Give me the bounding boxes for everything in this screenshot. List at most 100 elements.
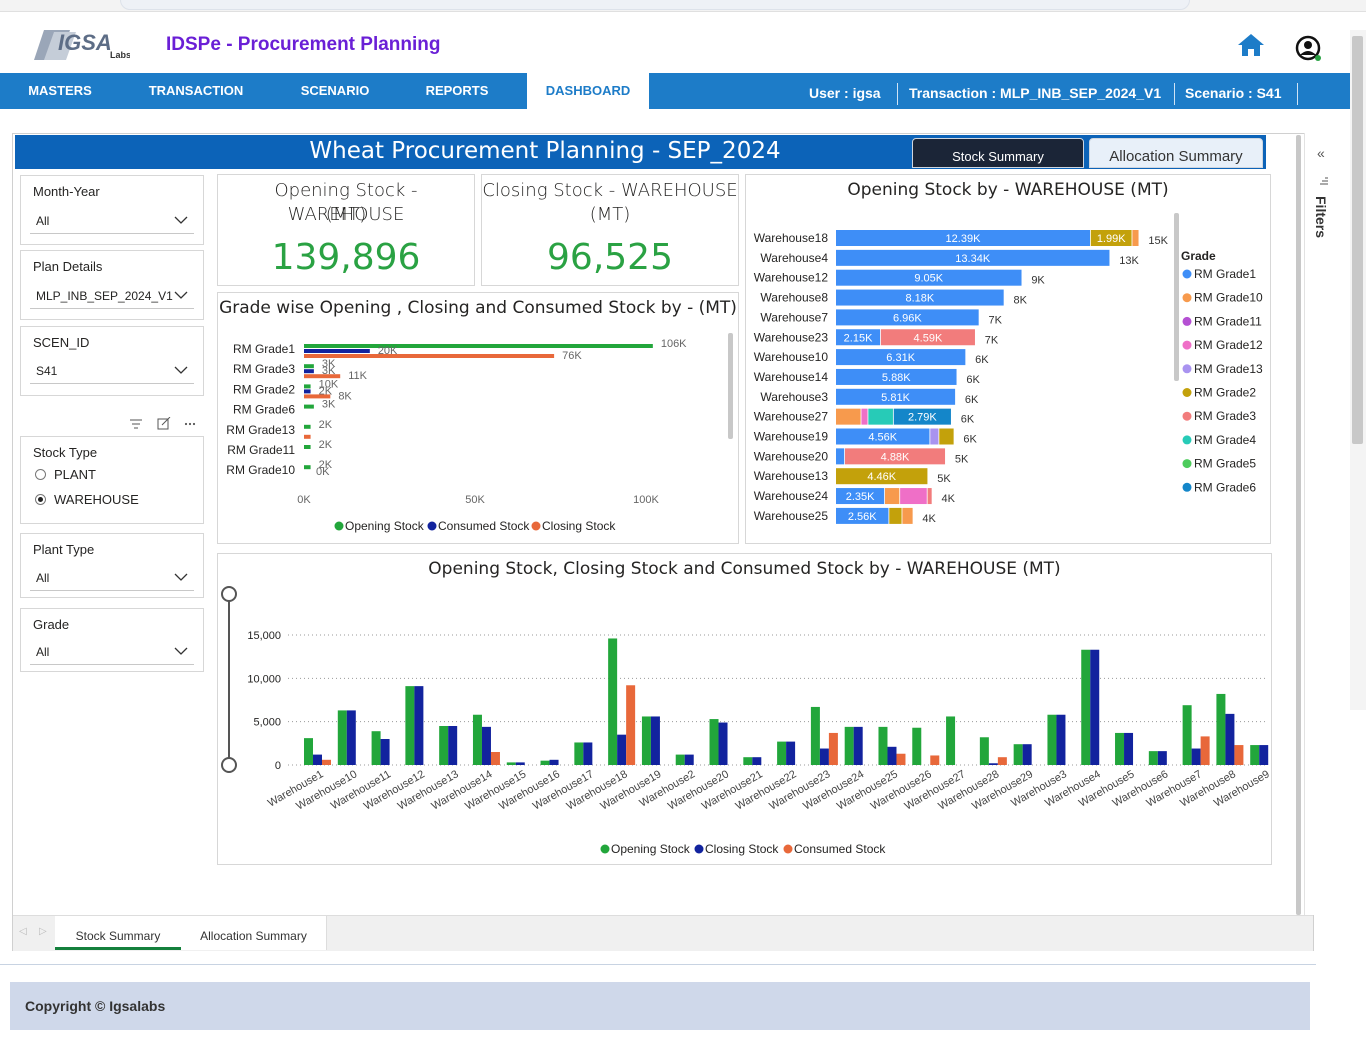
plant-type-dropdown[interactable]: All xyxy=(30,565,194,591)
page-tab-stock-summary[interactable]: Stock Summary xyxy=(55,916,181,950)
warehouse-label: Warehouse12 xyxy=(754,271,829,285)
stock-summary-button[interactable]: Stock Summary xyxy=(912,138,1084,168)
column-closing-stock xyxy=(752,757,762,765)
slicer-plant-type: Plant Type All xyxy=(20,533,204,598)
filter-icon[interactable] xyxy=(130,419,142,429)
data-label: 0K xyxy=(316,466,330,478)
category-label: RM Grade13 xyxy=(226,423,295,437)
legend-marker xyxy=(600,844,610,854)
column-closing-stock xyxy=(617,734,627,765)
total-label: 7K xyxy=(988,314,1002,326)
legend-label: Closing Stock xyxy=(705,842,779,856)
legend-marker xyxy=(531,521,541,531)
focus-mode-icon[interactable] xyxy=(157,417,171,430)
user-account-icon[interactable] xyxy=(1294,34,1322,62)
prev-page-icon[interactable]: ◁ xyxy=(19,926,27,937)
warehouse-label: Warehouse25 xyxy=(754,509,829,523)
stacked-segment xyxy=(1090,230,1132,246)
radio-warehouse[interactable]: WAREHOUSE xyxy=(35,492,139,507)
bar-consumed-stock xyxy=(304,369,314,374)
bar-opening-stock xyxy=(304,364,314,369)
column-opening-stock xyxy=(844,726,854,765)
slicer-title: Month-Year xyxy=(33,184,100,199)
nav-reports[interactable]: REPORTS xyxy=(425,83,489,98)
column-closing-stock xyxy=(684,754,694,765)
filters-label[interactable]: Filters xyxy=(1313,196,1329,239)
browser-address-bar[interactable] xyxy=(120,0,1190,10)
radio-label: WAREHOUSE xyxy=(54,492,139,507)
allocation-summary-button[interactable]: Allocation Summary xyxy=(1089,138,1263,168)
legend-marker xyxy=(334,521,344,531)
grade-dropdown[interactable]: All xyxy=(30,639,194,665)
segment-label: 2.15K xyxy=(844,332,873,344)
month-year-dropdown[interactable]: All xyxy=(30,208,194,234)
segment-label: 6.31K xyxy=(886,352,915,364)
warehouse-label: Warehouse10 xyxy=(754,350,829,364)
column-closing-stock xyxy=(481,726,491,765)
scen-id-dropdown[interactable]: S41 xyxy=(30,358,194,384)
column-closing-stock xyxy=(650,716,660,765)
nav-dashboard[interactable]: DASHBOARD xyxy=(527,73,649,109)
page-tab-allocation-summary[interactable]: Allocation Summary xyxy=(181,916,327,950)
opening-stock-card: Opening Stock - WAREHOUSE (MT) 139,896 xyxy=(217,174,475,286)
stacked-segment xyxy=(836,269,1022,286)
report-scrollbar[interactable] xyxy=(1294,135,1302,915)
legend-label: RM Grade1 xyxy=(1194,267,1256,281)
stacked-segment xyxy=(836,368,957,385)
radio-plant[interactable]: PLANT xyxy=(35,467,96,482)
column-opening-stock xyxy=(1081,649,1091,765)
column-closing-stock xyxy=(583,742,593,765)
segment-label: 1.99K xyxy=(1097,233,1126,245)
stacked-segment xyxy=(836,388,956,405)
bar-consumed-stock xyxy=(304,389,311,394)
warehouse-label: Warehouse19 xyxy=(754,430,829,444)
legend-marker xyxy=(1182,364,1192,374)
nav-transaction[interactable]: TRANSACTION xyxy=(148,83,244,98)
radio-button[interactable] xyxy=(35,469,46,480)
page-scrollbar-thumb[interactable] xyxy=(1352,36,1363,444)
column-closing-stock xyxy=(1022,744,1032,765)
scenario-context: Scenario : S41 xyxy=(1185,73,1282,109)
slicer-scen-id: SCEN_ID S41 xyxy=(20,326,204,396)
legend-marker xyxy=(427,521,437,531)
column-opening-stock xyxy=(472,714,482,765)
context-separator xyxy=(897,83,898,105)
chart-title: Grade wise Opening , Closing and Consume… xyxy=(219,298,737,318)
legend-label: RM Grade10 xyxy=(1194,291,1263,305)
chart-title: Opening Stock, Closing Stock and Consume… xyxy=(428,559,1061,579)
segment-label: 4.59K xyxy=(914,332,943,344)
x-tick-label: 100K xyxy=(633,494,659,506)
stacked-segment xyxy=(927,488,932,505)
bar-closing-stock xyxy=(304,354,555,358)
segment-label: 5.88K xyxy=(882,372,911,384)
nav-masters[interactable]: MASTERS xyxy=(28,83,92,98)
chevron-down-icon xyxy=(174,647,188,655)
category-label: RM Grade11 xyxy=(227,443,295,457)
segment-label: 8.18K xyxy=(905,293,934,305)
more-options-icon[interactable] xyxy=(184,422,196,426)
column-opening-stock xyxy=(1047,714,1057,765)
column-closing-stock xyxy=(448,726,458,765)
filters-pane[interactable]: « xyxy=(1304,133,1338,915)
slicer-grade: Grade All xyxy=(20,608,204,672)
bar-opening-stock xyxy=(304,384,311,389)
home-icon[interactable] xyxy=(1237,32,1265,58)
visual-scrollbar xyxy=(728,333,733,439)
column-opening-stock xyxy=(1115,732,1125,765)
bar-opening-stock xyxy=(304,344,653,348)
nav-scenario[interactable]: SCENARIO xyxy=(300,83,370,98)
total-label: 13K xyxy=(1119,255,1139,267)
warehouse-label: Warehouse3 xyxy=(760,390,828,404)
next-page-icon[interactable]: ▷ xyxy=(39,926,47,937)
stacked-segment xyxy=(836,468,928,485)
column-opening-stock xyxy=(810,706,820,765)
plan-details-dropdown[interactable]: MLP_INB_SEP_2024_V1 xyxy=(30,283,194,309)
app-header xyxy=(0,12,1366,74)
total-label: 8K xyxy=(1013,295,1027,307)
legend-label: RM Grade12 xyxy=(1194,338,1263,352)
total-label: 6K xyxy=(961,414,975,426)
collapse-filters-icon[interactable]: « xyxy=(1317,145,1325,161)
total-label: 6K xyxy=(966,374,980,386)
radio-button-selected[interactable] xyxy=(35,494,46,505)
category-label: RM Grade10 xyxy=(226,463,295,477)
